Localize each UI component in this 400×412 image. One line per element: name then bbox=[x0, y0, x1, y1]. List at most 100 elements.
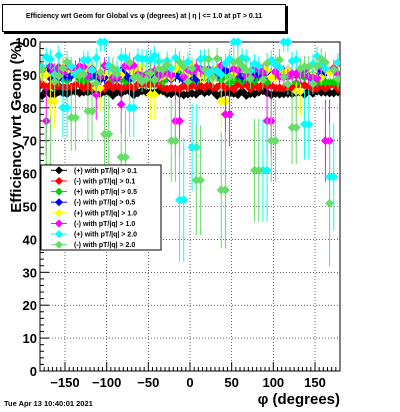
chart-title-box: Efficiency wrt Geom for Global vs φ (deg… bbox=[2, 4, 286, 32]
data-point bbox=[320, 58, 330, 68]
x-tick-label: −50 bbox=[137, 375, 159, 390]
data-point bbox=[245, 73, 255, 83]
data-point bbox=[262, 58, 272, 68]
data-point bbox=[325, 198, 335, 208]
legend-marker bbox=[55, 230, 63, 239]
legend-label: (-) with pT/|q| > 1.0 bbox=[74, 221, 135, 228]
data-point bbox=[150, 90, 160, 100]
data-point bbox=[54, 50, 64, 60]
data-point bbox=[62, 103, 72, 113]
y-tick-label: 90 bbox=[23, 68, 37, 83]
legend-label: (-) with pT/|q| > 2.0 bbox=[74, 242, 135, 249]
legend-label: (+) with pT/|q| > 2.0 bbox=[74, 232, 137, 239]
legend-label: (+) with pT/|q| > 0.5 bbox=[74, 189, 137, 196]
data-point bbox=[91, 53, 101, 63]
data-point bbox=[62, 57, 72, 67]
legend-marker bbox=[55, 219, 63, 228]
data-point bbox=[120, 53, 130, 63]
data-point bbox=[50, 77, 60, 87]
data-point bbox=[187, 63, 197, 73]
data-point bbox=[304, 62, 314, 72]
legend-marker bbox=[55, 176, 63, 185]
data-point bbox=[70, 113, 80, 123]
x-tick-label: −150 bbox=[50, 375, 79, 390]
data-point bbox=[179, 195, 189, 205]
data-point bbox=[95, 67, 105, 77]
data-point bbox=[141, 74, 151, 84]
legend-label: (+) with pT/|q| > 1.0 bbox=[74, 210, 137, 217]
data-point bbox=[312, 61, 322, 71]
data-point bbox=[120, 76, 130, 86]
data-point bbox=[283, 37, 293, 47]
legend-marker bbox=[55, 187, 63, 196]
data-point bbox=[195, 175, 205, 185]
y-tick-label: 70 bbox=[23, 134, 37, 149]
legend-marker bbox=[55, 198, 63, 207]
y-tick-label: 80 bbox=[23, 101, 37, 116]
data-point bbox=[170, 53, 180, 63]
data-point bbox=[108, 63, 118, 73]
legend-label: (+) with pT/|q| > 0.1 bbox=[74, 168, 137, 175]
legend-marker bbox=[55, 166, 63, 175]
data-point bbox=[220, 185, 230, 195]
x-tick-label: 50 bbox=[224, 375, 238, 390]
data-point bbox=[91, 90, 101, 100]
data-point bbox=[41, 70, 51, 80]
data-point bbox=[87, 106, 97, 116]
data-points bbox=[40, 37, 340, 267]
data-point bbox=[50, 96, 60, 106]
data-point bbox=[183, 57, 193, 67]
data-point bbox=[283, 79, 293, 89]
y-tick-label: 100 bbox=[15, 35, 37, 50]
data-point bbox=[179, 62, 189, 72]
legend-label: (-) with pT/|q| > 0.5 bbox=[74, 200, 135, 207]
data-point bbox=[79, 69, 89, 79]
data-point bbox=[329, 172, 339, 182]
data-point bbox=[208, 72, 218, 82]
x-tick-label: 100 bbox=[262, 375, 284, 390]
data-point bbox=[291, 123, 301, 133]
data-point bbox=[200, 65, 210, 75]
data-point bbox=[225, 109, 235, 119]
data-point bbox=[129, 103, 139, 113]
data-point bbox=[279, 72, 289, 82]
data-point bbox=[254, 165, 264, 175]
legend-marker bbox=[55, 240, 63, 249]
x-tick-label: −100 bbox=[92, 375, 121, 390]
data-point bbox=[291, 55, 301, 65]
data-point bbox=[83, 55, 93, 65]
data-point bbox=[112, 69, 122, 79]
y-axis-label: Efficiency wrt Geom (%) bbox=[8, 41, 25, 213]
data-point bbox=[312, 73, 322, 83]
data-point bbox=[270, 136, 280, 146]
data-point bbox=[183, 77, 193, 87]
y-tick-label: 30 bbox=[23, 265, 37, 280]
data-point bbox=[150, 51, 160, 61]
x-tick-label: 0 bbox=[186, 375, 193, 390]
y-tick-label: 20 bbox=[23, 298, 37, 313]
data-point bbox=[120, 152, 130, 162]
data-point bbox=[162, 60, 172, 70]
data-point bbox=[45, 54, 55, 64]
x-tick-label: 150 bbox=[304, 375, 326, 390]
data-point bbox=[329, 65, 339, 75]
data-point bbox=[116, 100, 126, 110]
data-point bbox=[40, 91, 47, 101]
data-point bbox=[100, 37, 110, 47]
data-point bbox=[233, 37, 243, 47]
data-point bbox=[58, 63, 68, 73]
data-point bbox=[91, 78, 101, 88]
data-point bbox=[241, 54, 251, 64]
data-point bbox=[333, 57, 340, 67]
data-point bbox=[87, 65, 97, 75]
y-tick-label: 0 bbox=[30, 364, 37, 379]
y-tick-label: 10 bbox=[23, 331, 37, 346]
data-point bbox=[212, 54, 222, 64]
data-point bbox=[275, 55, 285, 65]
data-point bbox=[54, 71, 64, 81]
data-point bbox=[216, 69, 226, 79]
legend-marker bbox=[55, 208, 63, 217]
data-point bbox=[125, 58, 135, 68]
data-point bbox=[204, 54, 214, 64]
